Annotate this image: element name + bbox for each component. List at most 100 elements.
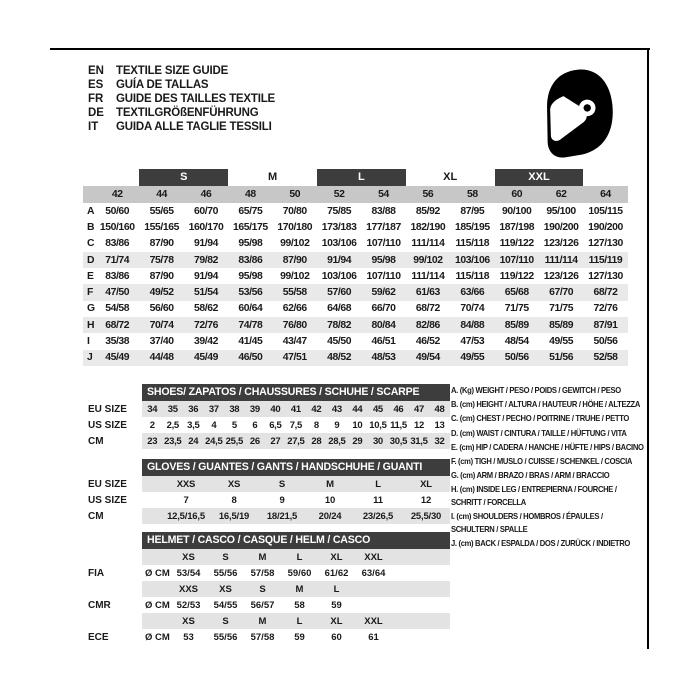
row-label: EU SIZE — [88, 403, 127, 415]
size-number: 48 — [244, 189, 256, 200]
cell-value: 28 — [311, 435, 322, 447]
cell-value: 25,5/30 — [410, 510, 442, 522]
size-value: 65/68 — [504, 287, 529, 299]
cell-value: 54/55 — [213, 599, 238, 611]
size-letter: XXL — [364, 551, 383, 563]
size-value: 54/58 — [105, 303, 130, 315]
size-value: 190/200 — [543, 221, 579, 233]
cell-value: 39 — [249, 403, 260, 415]
garment-size-table: S M L XL XXL 42 44 46 48 50 52 54 56 58 … — [83, 169, 628, 366]
cell-value: 36 — [188, 403, 199, 415]
racing-helmet-icon — [547, 69, 613, 158]
table-row-E: E 83/86 87/90 91/94 95/98 99/102 103/106 107/11… — [83, 268, 628, 284]
size-value: 155/165 — [144, 221, 179, 233]
cell-value: 18/21,5 — [266, 510, 298, 522]
cell-value: 46 — [393, 403, 404, 415]
cell-value: 29 — [352, 435, 363, 447]
size-value: 52/58 — [593, 352, 618, 364]
cell-value: 13 — [434, 419, 445, 431]
size-letter: XL — [330, 615, 343, 627]
size-value: 68/72 — [593, 287, 618, 299]
title-row-es: ES GUÍA DE TALLAS — [88, 78, 275, 92]
size-value: 105/115 — [588, 205, 623, 217]
size-value: 111/114 — [411, 238, 445, 250]
size-letter: S — [222, 551, 229, 563]
cell-value: 3,5 — [187, 419, 200, 431]
size-letter: M — [258, 615, 267, 627]
size-value: 68/72 — [415, 303, 440, 315]
gloves-size-table: GLOVES / GUANTES / GANTS / HANDSCHUHE / … — [83, 459, 458, 524]
size-value: 51/56 — [549, 352, 574, 364]
size-value: 95/98 — [238, 238, 263, 250]
cell-value: 23,5 — [164, 435, 182, 447]
cell-value: 27 — [270, 435, 281, 447]
cell-value: 58 — [294, 599, 305, 611]
size-value: 55/65 — [149, 205, 174, 217]
helmet-values-row-CMR: CMR Ø CM 52/53 54/55 56/57 58 59 — [83, 597, 458, 613]
shoes-rows: EU SIZE 34 35 36 37 38 39 40 41 42 43 44 45 46 47 48 US … — [83, 401, 458, 449]
size-value: 160/170 — [188, 221, 224, 233]
size-letter: L — [296, 551, 303, 563]
diameter-label: Ø CM — [145, 631, 170, 643]
size-value: 190/200 — [588, 221, 623, 233]
size-value: 74/78 — [238, 319, 263, 331]
lang-code: EN — [88, 65, 104, 77]
legend-item-f: F. (cm) TIGH / MUSLO / CUISSE / SCHENKEL… — [451, 456, 634, 469]
cell-value: 47 — [413, 403, 424, 415]
size-value: 70/80 — [282, 205, 307, 217]
cell-value: 48 — [434, 403, 445, 415]
size-group-row: S M L XL XXL — [83, 169, 628, 186]
size-value: 87/95 — [460, 205, 485, 217]
title-row-en: EN TEXTILE SIZE GUIDE — [88, 64, 275, 78]
cell-value: 61 — [368, 631, 379, 643]
cell-value: 27,5 — [287, 435, 305, 447]
legend-line: B. (cm) HEIGHT / ALTURA / HAUTEUR / HÖHE… — [451, 400, 641, 410]
cell-value: 59 — [294, 631, 305, 643]
cell-value: 53/54 — [176, 567, 201, 579]
page-title: GUÍA DE TALLAS — [116, 79, 209, 91]
helmet-rows: XS S M L XL XXL FIA Ø CM 53/54 55/56 57/58 59/60 61/… — [83, 549, 458, 645]
size-value: 111/114 — [411, 270, 445, 282]
value-band: Ø CM 52/53 54/55 56/57 58 59 — [142, 597, 450, 613]
row-label: EU SIZE — [88, 478, 127, 490]
size-group-xxl: XXL — [494, 169, 584, 186]
size-value: 107/110 — [366, 238, 401, 250]
legend-line: I. (cm) SHOULDERS / HOMBROS / ÉPAULES / — [451, 512, 603, 522]
size-number: 62 — [555, 189, 567, 200]
size-value: 76/80 — [282, 319, 307, 331]
shoes-section-header: SHOES/ ZAPATOS / CHAUSSURES / SCHUHE / S… — [142, 384, 450, 401]
size-value: 71/74 — [105, 254, 130, 266]
size-value: 50/56 — [504, 352, 529, 364]
size-value: 85/92 — [415, 205, 440, 217]
size-value: 78/82 — [327, 319, 352, 331]
cell-value: 45 — [372, 403, 383, 415]
page-title: TEXTILE SIZE GUIDE — [116, 65, 229, 77]
cell-value: 23 — [147, 435, 158, 447]
cell-value: 11 — [373, 494, 383, 506]
title-language-list: EN TEXTILE SIZE GUIDE ES GUÍA DE TALLAS … — [88, 64, 275, 134]
size-number-row: 42 44 46 48 50 52 54 56 58 60 62 64 — [83, 186, 628, 203]
size-value: 103/106 — [321, 270, 357, 282]
size-letter: L — [296, 615, 303, 627]
table-row-D: D 71/74 75/78 79/82 83/86 87/90 91/94 95/98 99/1… — [83, 251, 628, 269]
size-value: 61/63 — [415, 287, 440, 299]
size-value: 85/89 — [549, 319, 574, 331]
table-row-I: I 35/38 37/40 39/42 41/45 43/47 45/50 46/51 46/5… — [83, 333, 628, 349]
value-band: Ø CM 53 55/56 57/58 59 60 61 — [142, 629, 450, 645]
cell-value: 55/56 — [213, 631, 238, 643]
value-band: 12,5/16,5 16,5/19 18/21,5 20/24 23/26,5 25,5/… — [142, 508, 450, 524]
row-label: ECE — [88, 631, 109, 643]
size-value: 46/51 — [371, 336, 396, 348]
size-letter: S — [259, 583, 266, 595]
size-value: 49/55 — [460, 352, 485, 364]
size-value: 65/75 — [238, 205, 263, 217]
row-label: J — [87, 352, 93, 364]
legend-item-d: D. (cm) WAIST / CINTURA / TAILLE / HÜFTU… — [451, 428, 634, 441]
size-value: 55/58 — [282, 287, 307, 299]
size-letter: L — [333, 583, 340, 595]
cell-value: L — [375, 478, 381, 490]
row-label: D — [87, 254, 95, 266]
size-value: 44/48 — [149, 352, 174, 364]
size-value: 82/86 — [415, 319, 440, 331]
